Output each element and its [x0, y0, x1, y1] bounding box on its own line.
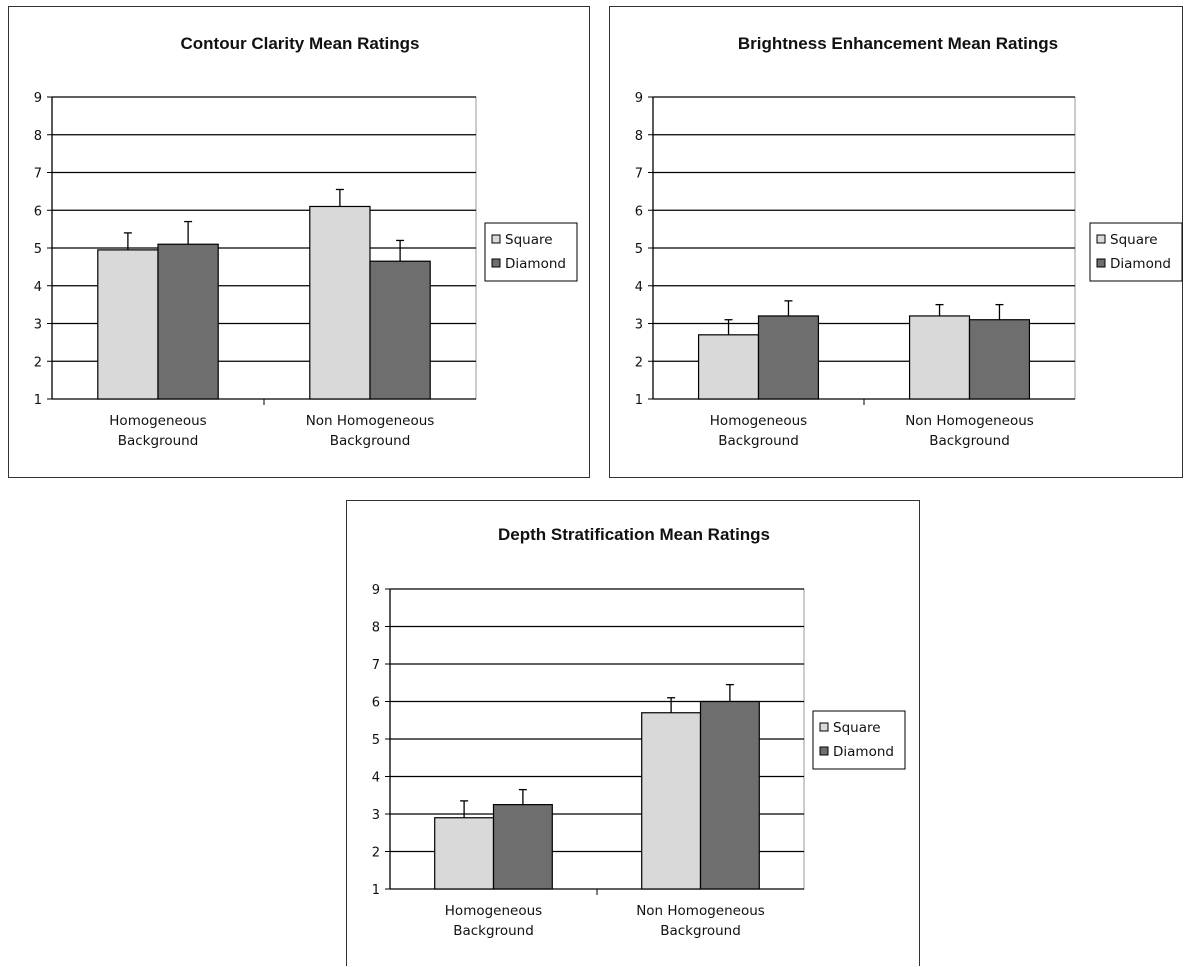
- y-tick-label: 3: [635, 318, 643, 333]
- y-tick-label: 2: [635, 355, 643, 370]
- y-tick-label: 2: [372, 846, 380, 861]
- legend-swatch-diamond: [1096, 258, 1106, 268]
- y-tick-label: 4: [372, 771, 380, 786]
- x-category-label: Background: [660, 923, 741, 939]
- y-tick-label: 3: [34, 318, 42, 333]
- y-tick-label: 9: [635, 91, 643, 106]
- x-category-label: Non Homogeneous: [905, 413, 1034, 429]
- y-tick-label: 2: [34, 355, 42, 370]
- y-tick-label: 6: [34, 204, 42, 219]
- y-tick-label: 7: [34, 167, 42, 182]
- bar-diamond: [157, 243, 219, 400]
- bar-square: [309, 205, 371, 400]
- legend: Square Diamond: [1089, 222, 1183, 282]
- x-category-label: Background: [330, 433, 411, 449]
- legend-swatch-diamond: [819, 746, 829, 756]
- bar-diamond: [968, 319, 1031, 400]
- x-category-label: Homogeneous: [445, 903, 542, 919]
- depth-stratification-chart-panel: Depth Stratification Mean Ratings 1 2 3 4 5 6 7…: [346, 500, 920, 966]
- y-tick-label: 8: [372, 621, 380, 636]
- legend-label: Square: [1110, 232, 1158, 248]
- y-tick-label: 1: [372, 883, 380, 898]
- bar-diamond: [492, 804, 553, 890]
- brightness-enhancement-chart-panel: Brightness Enhancement Mean Ratings 1 2 3 4 5…: [609, 6, 1183, 478]
- chart-title: Contour Clarity Mean Ratings: [181, 34, 420, 53]
- legend-box: [484, 222, 578, 282]
- contour-clarity-chart-panel: Contour Clarity Mean Ratings 1 2 3 4 5 6 7 8 9 Hom…: [8, 6, 590, 478]
- y-tick-label: 8: [635, 129, 643, 144]
- y-tick-label: 9: [34, 91, 42, 106]
- legend-swatch-square: [491, 234, 501, 244]
- legend: Square Diamond: [484, 222, 578, 282]
- legend-box: [812, 710, 906, 770]
- legend-label: Square: [833, 720, 881, 736]
- bar-square: [434, 817, 495, 890]
- x-category-label: Background: [718, 433, 799, 449]
- y-tick-label: 4: [34, 280, 42, 295]
- legend-label: Diamond: [505, 256, 566, 272]
- y-tick-label: 8: [34, 129, 42, 144]
- y-tick-label: 6: [635, 204, 643, 219]
- brightness-enhancement-svg: Brightness Enhancement Mean Ratings 1 2 3 4 5…: [635, 34, 1183, 449]
- chart-title: Brightness Enhancement Mean Ratings: [738, 34, 1058, 53]
- bar-diamond: [699, 700, 760, 890]
- legend-swatch-square: [1096, 234, 1106, 244]
- legend-label: Square: [505, 232, 553, 248]
- bar-diamond: [757, 315, 820, 400]
- chart-title: Depth Stratification Mean Ratings: [498, 525, 770, 544]
- y-tick-label: 5: [34, 242, 42, 257]
- bar-square: [697, 334, 760, 400]
- bar-square: [908, 315, 971, 400]
- y-tick-label: 6: [372, 696, 380, 711]
- y-tick-label: 1: [635, 393, 643, 408]
- x-category-label: Homogeneous: [710, 413, 807, 429]
- x-category-label: Background: [453, 923, 534, 939]
- y-tick-label: 1: [34, 393, 42, 408]
- depth-stratification-svg: Depth Stratification Mean Ratings 1 2 3 4 5 6 7…: [372, 525, 906, 939]
- y-tick-label: 3: [372, 808, 380, 823]
- bar-square: [97, 249, 159, 400]
- legend-label: Diamond: [1110, 256, 1171, 272]
- x-category-label: Homogeneous: [109, 413, 206, 429]
- y-tick-label: 5: [372, 733, 380, 748]
- legend-label: Diamond: [833, 744, 894, 760]
- x-category-label: Non Homogeneous: [306, 413, 435, 429]
- y-tick-label: 9: [372, 583, 380, 598]
- bar-diamond: [369, 260, 431, 400]
- x-category-label: Background: [118, 433, 199, 449]
- contour-clarity-svg: Contour Clarity Mean Ratings 1 2 3 4 5 6 7 8 9 Hom…: [34, 34, 578, 449]
- legend-swatch-square: [819, 722, 829, 732]
- legend-swatch-diamond: [491, 258, 501, 268]
- y-tick-label: 7: [372, 658, 380, 673]
- legend: Square Diamond: [812, 710, 906, 770]
- y-tick-label: 4: [635, 280, 643, 295]
- y-tick-label: 5: [635, 242, 643, 257]
- bar-square: [641, 712, 702, 890]
- y-tick-label: 7: [635, 167, 643, 182]
- x-category-label: Non Homogeneous: [636, 903, 765, 919]
- legend-box: [1089, 222, 1183, 282]
- x-category-label: Background: [929, 433, 1010, 449]
